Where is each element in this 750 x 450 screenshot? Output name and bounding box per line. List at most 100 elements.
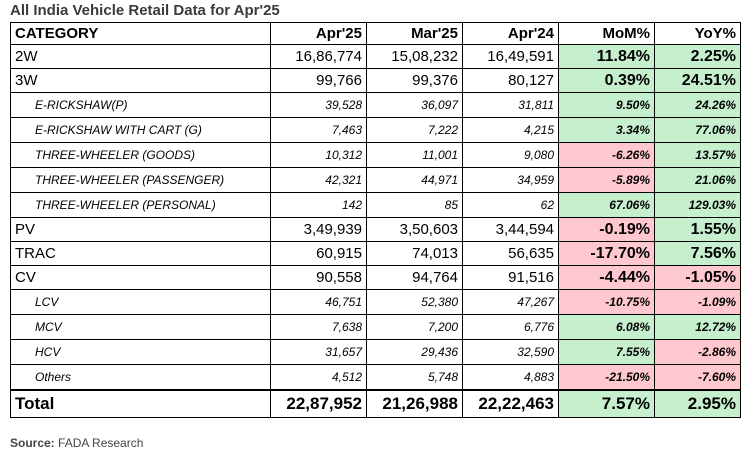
total-row: Total 22,87,952 21,26,988 22,22,463 7.57…: [10, 389, 741, 418]
header-yoy: YoY%: [654, 22, 741, 45]
apr24-cell: 56,635: [462, 241, 559, 266]
apr25-cell: 3,49,939: [270, 217, 367, 242]
source-value: FADA Research: [58, 436, 144, 450]
table-row: 3W 99,766 99,376 80,127 0.39% 24.51%: [10, 68, 741, 93]
yoy-cell: 129.03%: [654, 192, 741, 218]
category-cell: HCV: [10, 339, 271, 365]
total-mar25: 21,26,988: [366, 389, 463, 418]
header-apr24: Apr'24: [462, 22, 559, 45]
header-row: CATEGORY Apr'25 Mar'25 Apr'24 MoM% YoY%: [10, 22, 741, 45]
mom-cell: 3.34%: [558, 117, 655, 143]
mar25-cell: 11,001: [366, 142, 463, 168]
yoy-cell: -1.09%: [654, 289, 741, 315]
apr24-cell: 80,127: [462, 68, 559, 93]
yoy-cell: -2.86%: [654, 339, 741, 365]
category-cell: E-RICKSHAW(P): [10, 92, 271, 118]
header-category: CATEGORY: [10, 22, 271, 45]
mar25-cell: 85: [366, 192, 463, 218]
apr24-cell: 34,959: [462, 167, 559, 193]
total-label: Total: [10, 389, 271, 418]
mom-cell: 6.08%: [558, 314, 655, 340]
yoy-cell: 24.51%: [654, 68, 741, 93]
mom-cell: -5.89%: [558, 167, 655, 193]
mom-cell: 67.06%: [558, 192, 655, 218]
mom-cell: -4.44%: [558, 265, 655, 290]
mar25-cell: 7,222: [366, 117, 463, 143]
apr24-cell: 31,811: [462, 92, 559, 118]
table-row: THREE-WHEELER (PASSENGER) 42,321 44,971 …: [10, 167, 741, 193]
table-row: PV 3,49,939 3,50,603 3,44,594 -0.19% 1.5…: [10, 217, 741, 242]
header-apr25: Apr'25: [270, 22, 367, 45]
apr24-cell: 4,215: [462, 117, 559, 143]
apr25-cell: 7,638: [270, 314, 367, 340]
category-cell: THREE-WHEELER (PASSENGER): [10, 167, 271, 193]
apr24-cell: 16,49,591: [462, 44, 559, 69]
yoy-cell: 7.56%: [654, 241, 741, 266]
mar25-cell: 36,097: [366, 92, 463, 118]
mom-cell: 7.55%: [558, 339, 655, 365]
category-cell: THREE-WHEELER (PERSONAL): [10, 192, 271, 218]
mom-cell: -10.75%: [558, 289, 655, 315]
table-row: Others 4,512 5,748 4,883 -21.50% -7.60%: [10, 364, 741, 391]
apr24-cell: 47,267: [462, 289, 559, 315]
table-row: 2W 16,86,774 15,08,232 16,49,591 11.84% …: [10, 44, 741, 69]
category-cell: E-RICKSHAW WITH CART (G): [10, 117, 271, 143]
header-mom: MoM%: [558, 22, 655, 45]
total-yoy: 2.95%: [654, 389, 741, 418]
apr25-cell: 42,321: [270, 167, 367, 193]
category-cell: TRAC: [10, 241, 271, 266]
mar25-cell: 94,764: [366, 265, 463, 290]
apr25-cell: 39,528: [270, 92, 367, 118]
yoy-cell: 1.55%: [654, 217, 741, 242]
mar25-cell: 3,50,603: [366, 217, 463, 242]
mar25-cell: 7,200: [366, 314, 463, 340]
category-cell: LCV: [10, 289, 271, 315]
apr24-cell: 62: [462, 192, 559, 218]
yoy-cell: 12.72%: [654, 314, 741, 340]
yoy-cell: -7.60%: [654, 364, 741, 391]
table-row: CV 90,558 94,764 91,516 -4.44% -1.05%: [10, 265, 741, 290]
table-row: THREE-WHEELER (PERSONAL) 142 85 62 67.06…: [10, 192, 741, 218]
retail-data-table: CATEGORY Apr'25 Mar'25 Apr'24 MoM% YoY% …: [10, 22, 741, 418]
header-mar25: Mar'25: [366, 22, 463, 45]
apr24-cell: 6,776: [462, 314, 559, 340]
yoy-cell: 77.06%: [654, 117, 741, 143]
table-row: THREE-WHEELER (GOODS) 10,312 11,001 9,08…: [10, 142, 741, 168]
table-row: LCV 46,751 52,380 47,267 -10.75% -1.09%: [10, 289, 741, 315]
yoy-cell: 13.57%: [654, 142, 741, 168]
mar25-cell: 29,436: [366, 339, 463, 365]
mar25-cell: 99,376: [366, 68, 463, 93]
apr25-cell: 142: [270, 192, 367, 218]
yoy-cell: 2.25%: [654, 44, 741, 69]
total-mom: 7.57%: [558, 389, 655, 418]
source-note: Source: FADA Research: [10, 436, 143, 450]
mom-cell: -0.19%: [558, 217, 655, 242]
apr25-cell: 60,915: [270, 241, 367, 266]
apr25-cell: 10,312: [270, 142, 367, 168]
apr25-cell: 4,512: [270, 364, 367, 391]
apr24-cell: 9,080: [462, 142, 559, 168]
table-row: E-RICKSHAW(P) 39,528 36,097 31,811 9.50%…: [10, 92, 741, 118]
mar25-cell: 74,013: [366, 241, 463, 266]
mom-cell: -17.70%: [558, 241, 655, 266]
category-cell: 3W: [10, 68, 271, 93]
category-cell: CV: [10, 265, 271, 290]
mar25-cell: 44,971: [366, 167, 463, 193]
apr24-cell: 32,590: [462, 339, 559, 365]
category-cell: MCV: [10, 314, 271, 340]
mom-cell: -21.50%: [558, 364, 655, 391]
mar25-cell: 52,380: [366, 289, 463, 315]
apr25-cell: 99,766: [270, 68, 367, 93]
mom-cell: 0.39%: [558, 68, 655, 93]
table-row: E-RICKSHAW WITH CART (G) 7,463 7,222 4,2…: [10, 117, 741, 143]
apr25-cell: 46,751: [270, 289, 367, 315]
apr25-cell: 90,558: [270, 265, 367, 290]
mom-cell: -6.26%: [558, 142, 655, 168]
total-apr24: 22,22,463: [462, 389, 559, 418]
table-row: HCV 31,657 29,436 32,590 7.55% -2.86%: [10, 339, 741, 365]
mom-cell: 9.50%: [558, 92, 655, 118]
table-row: TRAC 60,915 74,013 56,635 -17.70% 7.56%: [10, 241, 741, 266]
yoy-cell: 21.06%: [654, 167, 741, 193]
page-title: All India Vehicle Retail Data for Apr'25: [10, 2, 280, 19]
category-cell: THREE-WHEELER (GOODS): [10, 142, 271, 168]
